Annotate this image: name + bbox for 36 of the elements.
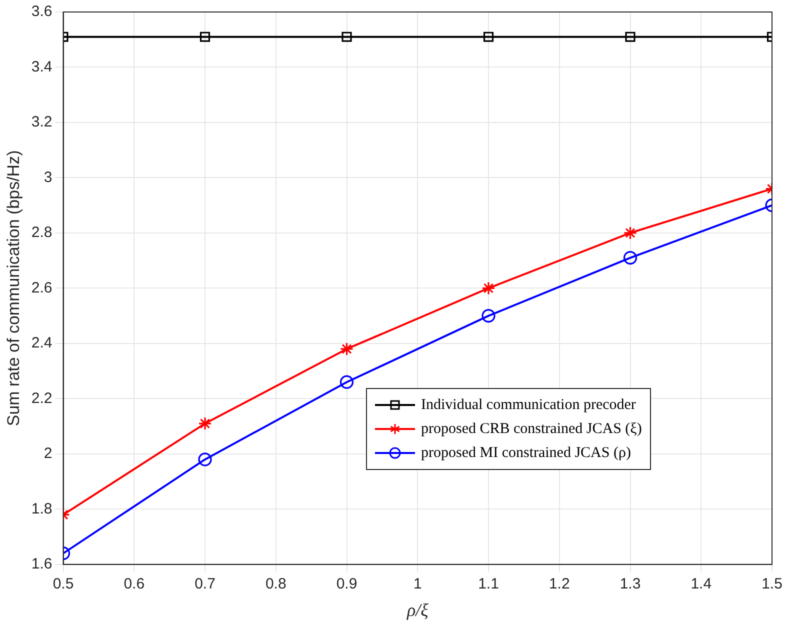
point bbox=[198, 452, 212, 466]
x-tick-label: 0.7 bbox=[194, 576, 216, 593]
y-tick-label: 1.8 bbox=[31, 500, 52, 518]
x-tick-label: 0.8 bbox=[265, 576, 286, 593]
y-tick-label: 3 bbox=[44, 168, 52, 186]
legend-label: Individual communication precoder bbox=[421, 396, 636, 414]
y-tick-label: 2.4 bbox=[31, 334, 52, 352]
point bbox=[340, 342, 354, 356]
y-tick-label: 3.6 bbox=[31, 3, 52, 20]
legend-label: proposed CRB constrained JCAS (ξ) bbox=[421, 420, 642, 438]
point bbox=[482, 281, 496, 295]
y-tick-label: 2 bbox=[44, 445, 52, 462]
y-tick-label: 3.4 bbox=[31, 58, 52, 76]
point bbox=[483, 32, 494, 42]
point bbox=[482, 309, 496, 323]
x-tick-label: 0.9 bbox=[336, 576, 358, 593]
x-tick-label: 1.4 bbox=[690, 576, 712, 593]
point bbox=[200, 32, 210, 42]
y-tick-label: 2.6 bbox=[31, 279, 52, 296]
y-tick-label: 2.8 bbox=[31, 224, 52, 242]
y-tick-label: 3.2 bbox=[31, 114, 52, 131]
x-tick-label: 0.6 bbox=[124, 576, 145, 593]
legend-label: proposed MI constrained JCAS (ρ) bbox=[421, 444, 631, 462]
x-tick-label: 1.5 bbox=[762, 576, 782, 593]
y-tick-label: 2.2 bbox=[31, 390, 52, 407]
x-tick-label: 0.5 bbox=[52, 576, 74, 593]
y-axis-title: Sum rate of communication (bps/Hz) bbox=[4, 150, 23, 426]
x-axis-title: ρ/ξ bbox=[406, 600, 429, 620]
x-tick-label: 1 bbox=[413, 576, 422, 593]
x-tick-label: 1.3 bbox=[620, 576, 641, 593]
point bbox=[340, 375, 354, 389]
x-tick-label: 1.1 bbox=[478, 576, 499, 593]
point bbox=[198, 416, 212, 430]
x-tick-label: 1.2 bbox=[548, 576, 570, 593]
y-tick-label: 1.6 bbox=[31, 556, 52, 573]
point bbox=[342, 32, 352, 42]
